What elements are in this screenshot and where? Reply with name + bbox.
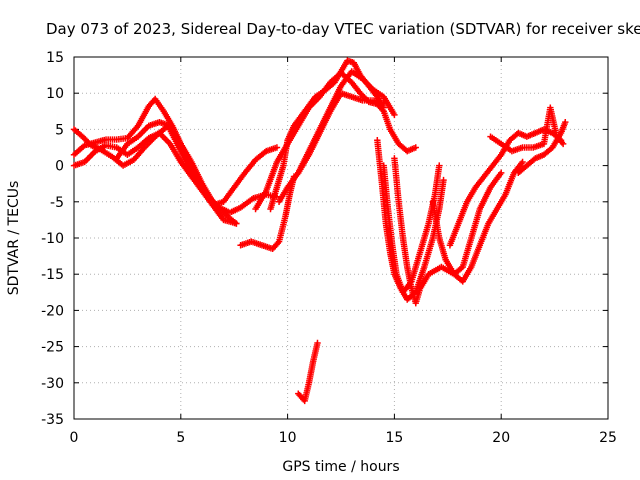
x-tick-label: 10: [279, 430, 297, 446]
data-point-marker: [436, 162, 443, 169]
y-tick-label: -15: [41, 267, 64, 283]
y-tick-label: -25: [41, 340, 64, 356]
data-point-marker: [498, 169, 505, 177]
series-arc-10: [295, 339, 321, 405]
data-point-marker: [233, 220, 240, 227]
series-arc-9: [275, 68, 398, 205]
x-tick-label: 0: [70, 430, 79, 446]
grid-lines: [74, 57, 608, 419]
y-tick-label: -35: [41, 412, 64, 428]
y-axis-label: SDTVAR / TECUs: [6, 181, 22, 296]
series-arc-14: [429, 158, 526, 285]
y-tick-label: 15: [46, 50, 64, 66]
data-point-marker: [559, 140, 567, 148]
data-point-marker: [273, 144, 281, 151]
y-tick-label: 0: [55, 159, 64, 175]
y-tick-label: 5: [55, 122, 64, 138]
data-point-marker: [562, 118, 569, 126]
data-points: [70, 57, 569, 405]
y-tick-label: -10: [41, 231, 64, 247]
x-axis-label: GPS time / hours: [282, 459, 399, 475]
chart-title: Day 073 of 2023, Sidereal Day-to-day VTE…: [46, 20, 640, 38]
y-tick-label: -5: [50, 195, 64, 211]
y-tick-label: -20: [41, 303, 64, 319]
x-tick-label: 5: [176, 430, 185, 446]
x-tick-label: 15: [385, 430, 403, 446]
data-point-marker: [391, 111, 398, 119]
x-tick-label: 20: [492, 430, 510, 446]
series-arc-3: [70, 129, 281, 209]
data-point-marker: [314, 339, 321, 347]
series-arc-4: [113, 118, 240, 227]
series-arc-13: [391, 155, 505, 307]
series-arc-17: [515, 118, 569, 177]
x-tick-label: 25: [599, 430, 617, 446]
y-tick-label: -30: [41, 376, 64, 392]
data-point-marker: [519, 158, 526, 166]
data-point-marker: [412, 144, 419, 151]
series-arc-12: [380, 162, 443, 296]
axis-ticks: 0 5 10 15 20 25 15 10 5 0 -5 -10 -15 -20 -25 -30 -35: [41, 50, 617, 446]
series-arc-16: [487, 104, 567, 155]
y-tick-label: 10: [46, 86, 64, 102]
data-point-marker: [440, 176, 447, 184]
